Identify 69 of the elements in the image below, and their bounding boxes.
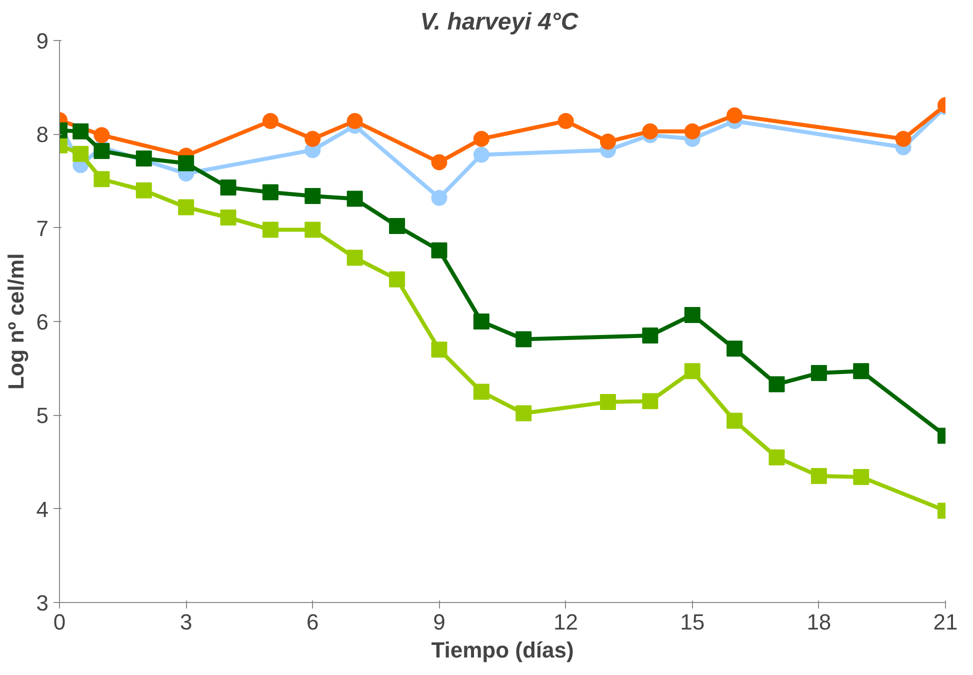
y-tick-label: 7 [36, 216, 49, 241]
point [431, 154, 448, 170]
point [220, 210, 236, 226]
point [262, 113, 278, 130]
point [346, 250, 363, 266]
point [810, 365, 827, 382]
point [473, 146, 490, 163]
y-tick-label: 6 [36, 310, 49, 334]
point [642, 123, 658, 140]
point [431, 190, 448, 206]
point [94, 171, 110, 188]
point [473, 384, 490, 400]
x-tick-label: 18 [806, 610, 832, 634]
point [431, 242, 448, 258]
point [516, 405, 532, 422]
point [726, 340, 743, 357]
point [684, 123, 700, 140]
x-tick-label: 21 [933, 610, 958, 634]
point [94, 127, 110, 144]
x-tick-label: 0 [53, 610, 66, 634]
point [642, 393, 658, 410]
x-axis-title: Tiempo (días) [431, 638, 574, 662]
x-tick-label: 3 [180, 610, 192, 634]
point [262, 184, 278, 200]
point [136, 150, 152, 167]
point [600, 394, 616, 410]
point [304, 188, 321, 204]
point [220, 180, 236, 196]
point [768, 376, 785, 392]
point [853, 468, 870, 485]
point [346, 113, 363, 130]
point [72, 146, 89, 162]
point [516, 331, 532, 348]
y-tick-label: 4 [36, 496, 49, 522]
point [304, 130, 321, 147]
x-tick-label: 15 [680, 610, 705, 634]
point [431, 342, 448, 358]
point [558, 113, 574, 130]
point [262, 222, 278, 238]
point [642, 328, 658, 344]
point [94, 143, 110, 160]
point [810, 468, 827, 484]
point [72, 123, 89, 140]
point [684, 363, 700, 380]
point [600, 134, 616, 150]
point [684, 306, 700, 323]
point [178, 199, 194, 216]
x-tick-label: 6 [306, 610, 319, 634]
y-tick-label: 8 [36, 122, 49, 148]
point [389, 271, 406, 288]
point [726, 107, 743, 124]
point [389, 218, 406, 234]
chart-title: V. harveyi 4°C [420, 8, 579, 36]
y-tick-label: 3 [36, 590, 49, 616]
point [346, 190, 363, 207]
point [853, 363, 870, 380]
point [473, 314, 490, 330]
point [136, 182, 152, 198]
point [726, 412, 743, 429]
x-tick-label: 9 [433, 610, 446, 634]
y-tick-label: 5 [36, 403, 49, 428]
point [768, 449, 785, 466]
point [304, 222, 321, 238]
y-axis-title: Log nº cel/ml [3, 253, 28, 390]
y-tick-label: 9 [36, 28, 49, 54]
point [895, 130, 912, 147]
point [473, 130, 490, 147]
x-tick-label: 12 [554, 610, 578, 634]
point [178, 155, 194, 172]
